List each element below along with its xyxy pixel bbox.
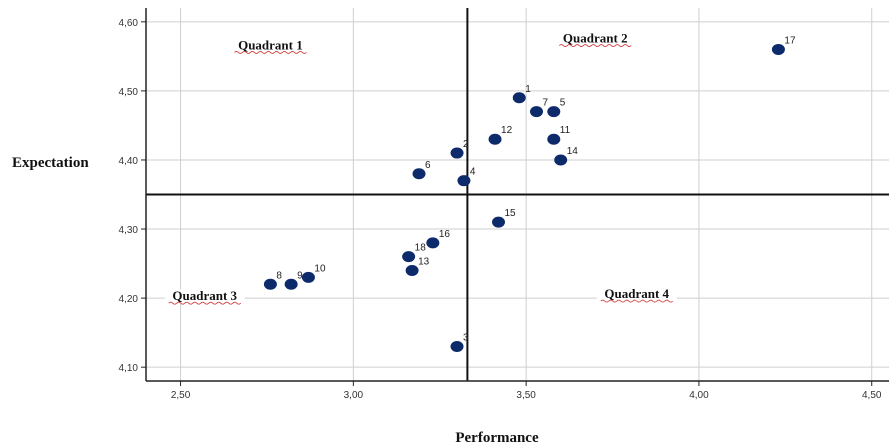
point-label-6: 6 (425, 160, 431, 171)
point-label-8: 8 (276, 270, 282, 281)
y-tick-label-0: 4,10 (119, 363, 139, 374)
point-label-13: 13 (418, 256, 430, 267)
point-label-5: 5 (560, 98, 566, 109)
point-label-9: 9 (297, 270, 303, 281)
point-label-3: 3 (463, 332, 469, 343)
quadrant-label-underline-1 (234, 51, 307, 54)
data-point-11 (547, 133, 561, 145)
data-point-13 (405, 264, 419, 276)
data-point-2 (450, 147, 464, 159)
quadrant-label-underline-2 (558, 44, 632, 47)
point-label-7: 7 (543, 98, 549, 109)
data-point-6 (412, 168, 426, 180)
y-tick-labels: 4,10 4,20 4,30 4,40 4,50 4,60 (119, 18, 139, 374)
y-tick-label-5: 4,60 (119, 18, 139, 29)
point-label-12: 12 (501, 125, 513, 136)
data-point-18 (402, 251, 416, 263)
data-point-3 (450, 340, 464, 352)
data-point-5 (547, 106, 561, 118)
point-label-14: 14 (567, 146, 579, 157)
data-point-8 (263, 278, 277, 290)
quadrant-labels: Quadrant 1 Quadrant 2 Quadrant 3 Quadrant 4 (164, 31, 677, 305)
y-tick-label-1: 4,20 (119, 294, 139, 305)
quadrant-label-bg-1 (230, 38, 311, 54)
quadrant-dividers (146, 8, 889, 381)
quadrant-label-1: Quadrant 1 (238, 37, 303, 52)
x-tick-label-3: 4,00 (689, 390, 709, 401)
x-tick-label-1: 3,00 (344, 390, 364, 401)
data-point-7 (530, 106, 544, 118)
point-label-18: 18 (415, 243, 427, 254)
quadrant-label-4: Quadrant 4 (604, 286, 669, 301)
quadrant-label-bg-3 (164, 289, 245, 305)
y-tick-label-4: 4,50 (119, 87, 139, 98)
data-point-16 (426, 237, 440, 249)
data-point-17 (771, 43, 785, 55)
x-axis-title: Performance (455, 430, 539, 446)
point-label-16: 16 (439, 229, 451, 240)
quadrant-label-2: Quadrant 2 (563, 31, 628, 46)
point-label-4: 4 (470, 167, 476, 178)
y-axis-title: Expectation (12, 155, 89, 171)
point-label-2: 2 (463, 139, 469, 150)
data-point-14 (554, 154, 568, 166)
y-tick-label-2: 4,30 (119, 225, 139, 236)
point-label-11: 11 (560, 125, 571, 136)
point-label-17: 17 (784, 35, 796, 46)
data-point-12 (488, 133, 502, 145)
x-tick-labels: 2,50 3,00 3,50 4,00 4,50 (171, 390, 882, 401)
quadrant-label-underline-4 (600, 299, 674, 303)
data-point-4 (457, 175, 471, 187)
quadrant-label-underline-3 (168, 301, 242, 305)
data-point-15 (491, 216, 505, 228)
x-tick-label-0: 2,50 (171, 390, 191, 401)
x-tick-label-4: 4,50 (862, 390, 882, 401)
point-label-1: 1 (525, 84, 531, 95)
y-tick-label-3: 4,40 (119, 156, 139, 167)
point-label-15: 15 (504, 208, 516, 219)
quadrant-label-3: Quadrant 3 (172, 288, 237, 303)
data-point-10 (301, 271, 315, 283)
point-label-10: 10 (314, 263, 326, 274)
x-tick-label-2: 3,50 (516, 390, 536, 401)
data-point-1 (512, 92, 526, 104)
axes (141, 8, 889, 386)
data-point-9 (284, 278, 298, 290)
quadrant-label-bg-4 (596, 287, 677, 303)
quadrant-label-bg-2 (555, 31, 636, 47)
